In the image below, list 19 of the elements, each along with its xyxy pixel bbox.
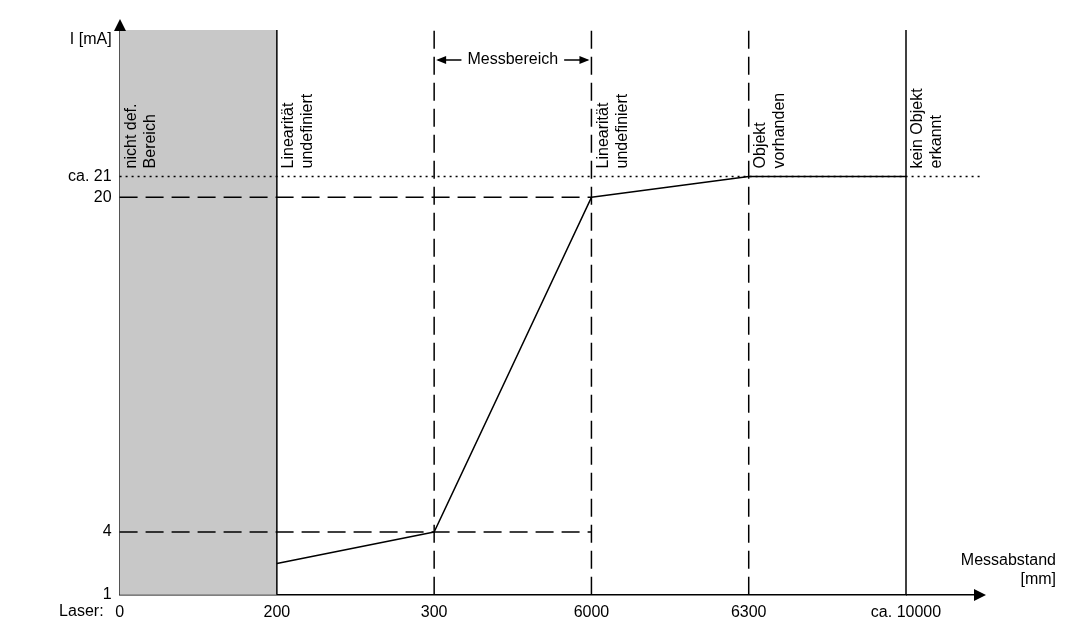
x-tick-label: 300: [420, 602, 448, 620]
x-tick-label: 6000: [573, 602, 610, 620]
y-tick-label: 4: [102, 522, 112, 540]
y-tick-label: 20: [93, 187, 112, 205]
x-tick-label: 0: [115, 602, 125, 620]
ref-line-label: Linearität undefiniert: [279, 93, 316, 169]
ref-line-label: kein Objekt erkannt: [908, 87, 945, 169]
ref-line-label: Messbereich: [467, 50, 559, 68]
ref-line-label: Linearität undefiniert: [593, 93, 630, 169]
y-axis-title: I [mA]: [69, 30, 112, 48]
x-tick-label: 6300: [730, 602, 767, 620]
y-tick-label: 1: [102, 585, 112, 603]
band-label: nicht def. Bereich: [121, 103, 158, 169]
x-axis-title: Messabstand [mm]: [960, 551, 1056, 588]
ref-line-label: Objekt vorhanden: [751, 92, 788, 169]
text: Laser:: [59, 602, 104, 620]
x-tick-label: 200: [263, 602, 291, 620]
x-tick-label: ca. 10000: [870, 602, 942, 620]
y-tick-label: ca. 21: [67, 166, 112, 184]
